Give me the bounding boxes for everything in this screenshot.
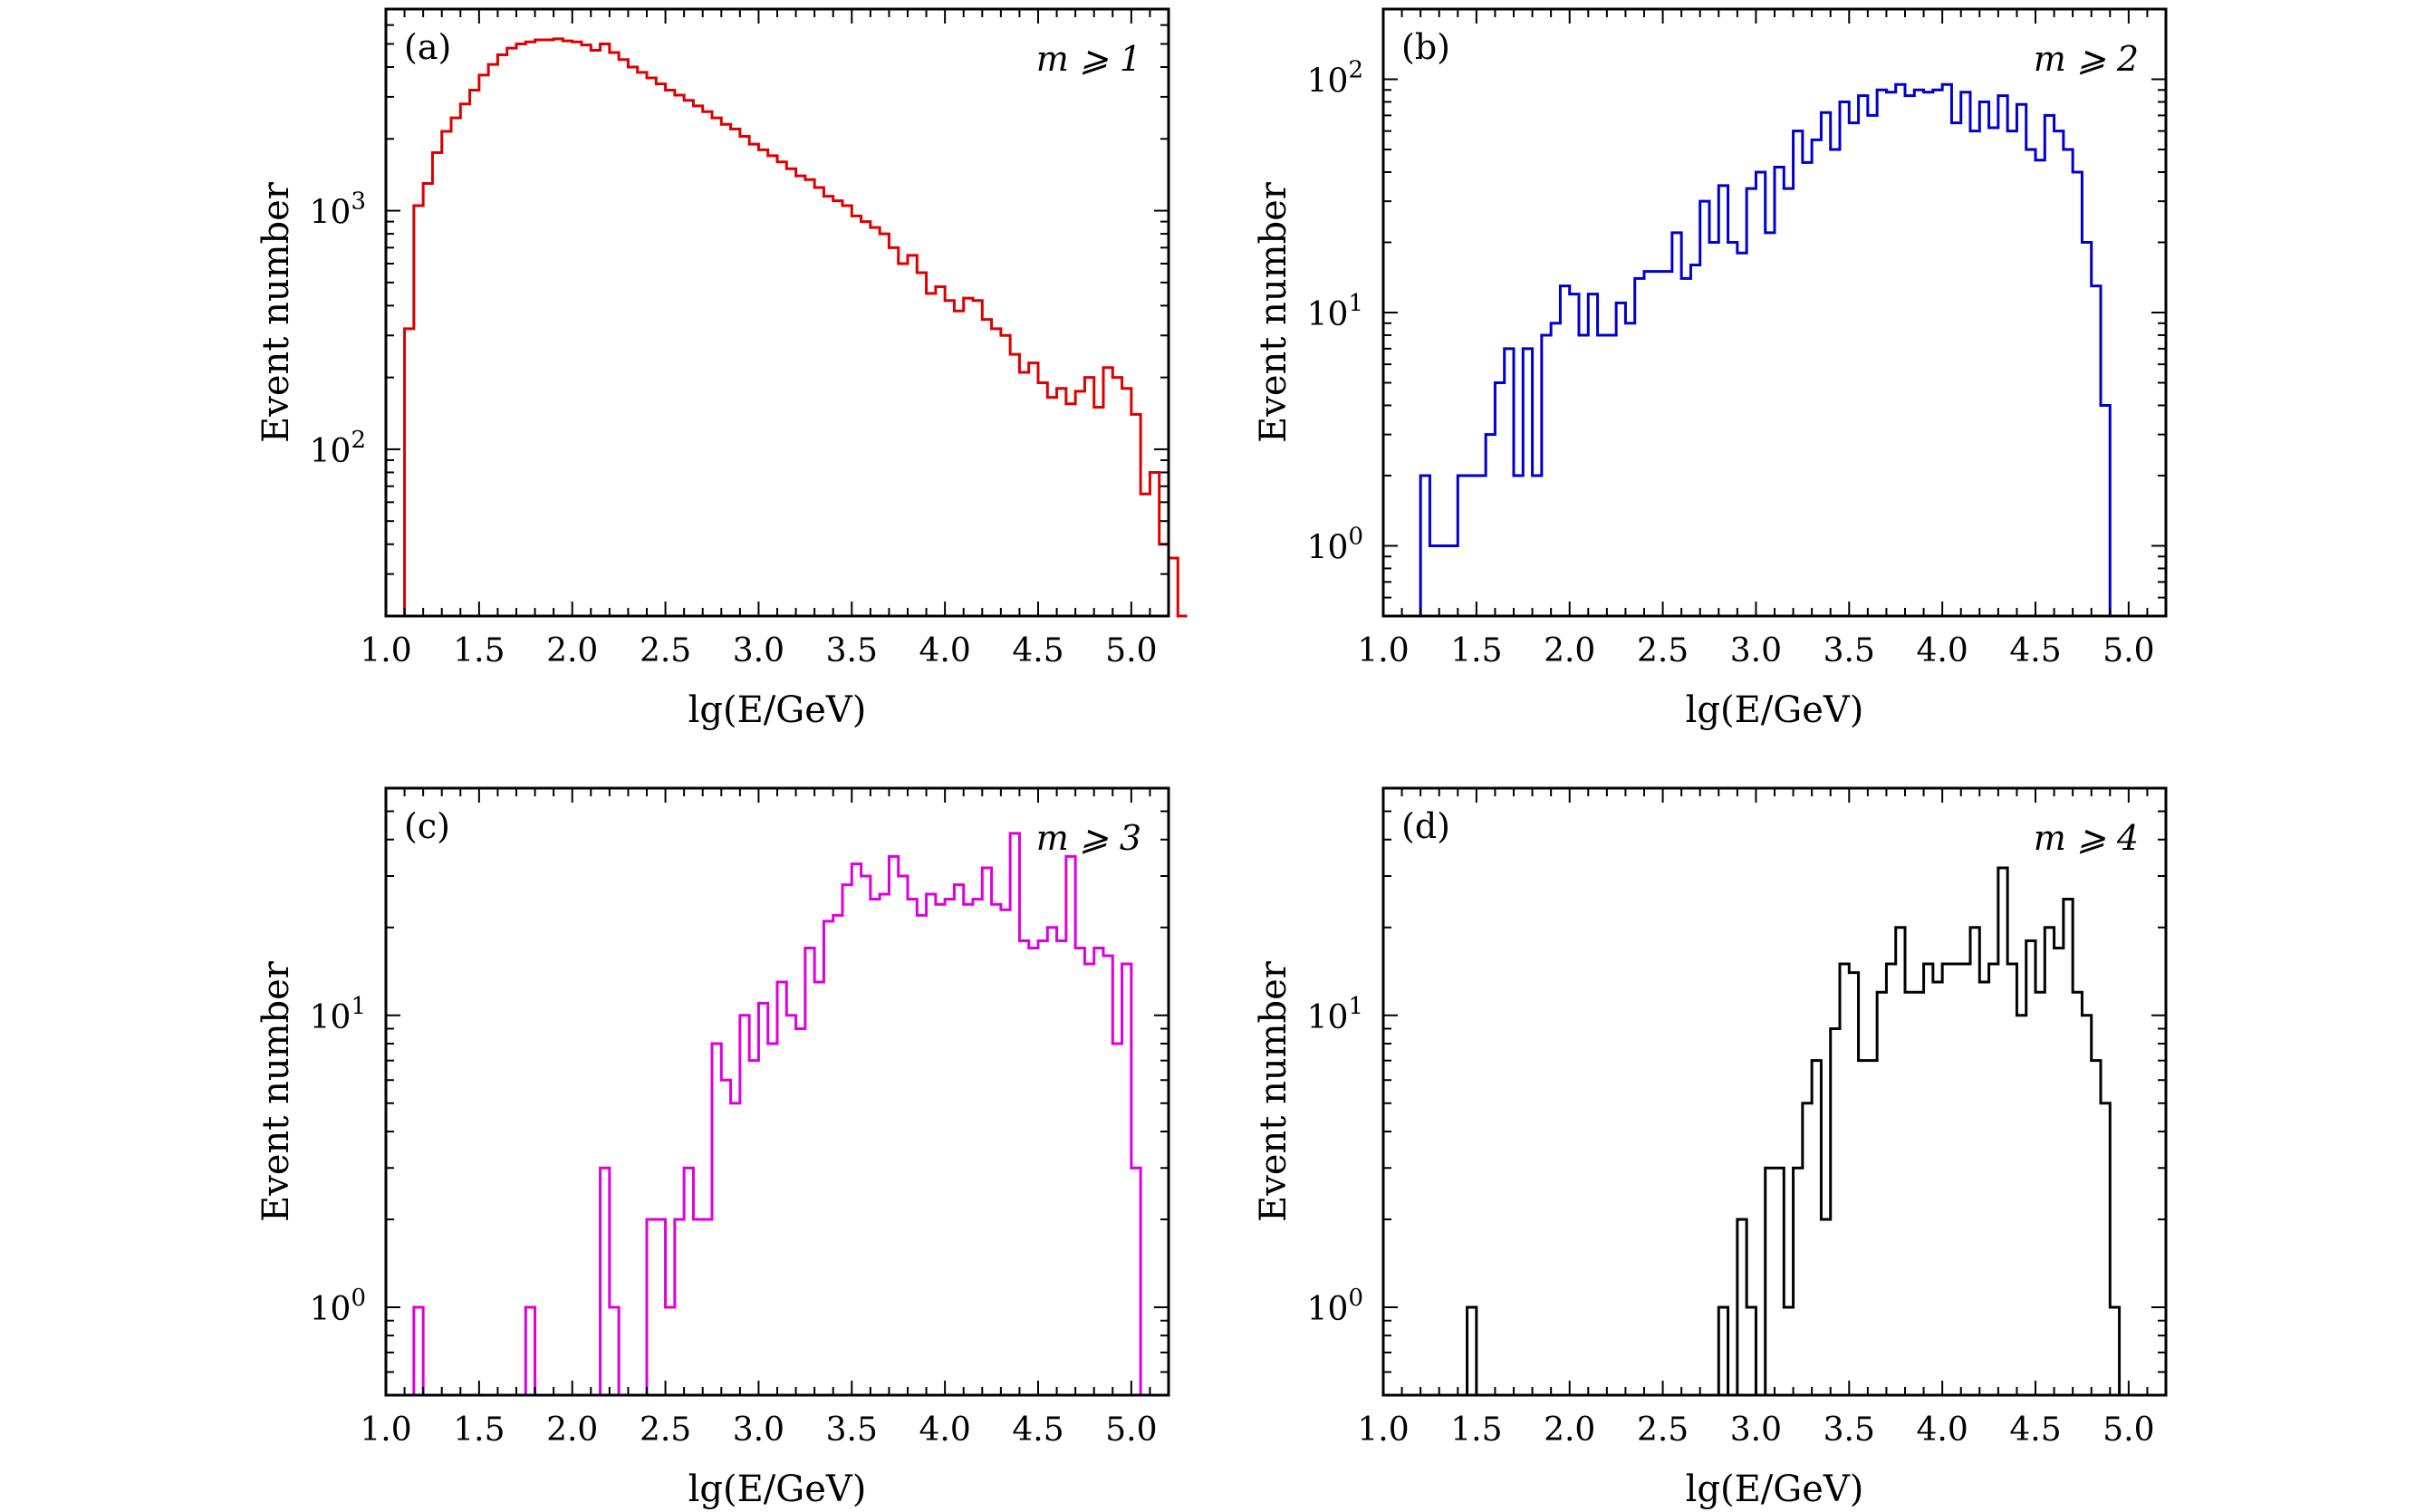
x-tick-label: 2.5: [1637, 1411, 1689, 1449]
x-tick-label: 3.5: [1824, 632, 1875, 669]
x-tick-label: 1.0: [1357, 1411, 1409, 1449]
panel-b: 1.0 1.5 2.0 2.5 3.0 3.5 4.0 4.5 5.0100101102lg(E…: [1253, 7, 2168, 731]
y-tick-exponent: 1: [351, 993, 366, 1020]
x-axis-label: lg(E/GeV): [1686, 1469, 1864, 1510]
x-tick-label: 1.5: [453, 1411, 505, 1449]
x-tick-label: 1.0: [360, 1411, 411, 1449]
y-tick-exponent: 2: [351, 427, 366, 454]
x-tick-label: 2.0: [546, 1411, 598, 1449]
y-tick-base: 10: [310, 999, 351, 1036]
x-tick-label: 4.0: [1917, 632, 1968, 669]
x-tick-label: 5.0: [1105, 632, 1157, 669]
panel-c: 1.0 1.5 2.0 2.5 3.0 3.5 4.0 4.5 5.0100101lg(E/Ge…: [255, 786, 1170, 1510]
histogram-series: [404, 832, 1160, 1397]
y-tick-base: 10: [1307, 63, 1349, 101]
multiplicity-annotation: m ⩾ 1: [1036, 39, 1141, 79]
y-tick-label: 100: [310, 1285, 366, 1328]
y-tick-label: 100: [1307, 523, 1363, 566]
y-tick-exponent: 1: [1348, 290, 1363, 317]
panel-d: 1.0 1.5 2.0 2.5 3.0 3.5 4.0 4.5 5.0100101lg(E/Ge…: [1253, 786, 2168, 1510]
x-tick-label: 1.0: [360, 632, 411, 669]
panel-label: (b): [1401, 27, 1450, 67]
histogram-series: [403, 37, 1188, 618]
x-tick-label: 4.5: [1012, 632, 1063, 669]
y-tick-label: 101: [1307, 290, 1363, 333]
y-tick-label: 100: [1307, 1285, 1363, 1328]
x-tick-label: 3.5: [826, 632, 878, 669]
y-axis-label: Event number: [1253, 181, 1294, 443]
x-tick-label: 1.5: [453, 632, 505, 669]
y-tick-exponent: 2: [1348, 57, 1363, 84]
y-tick-label: 101: [1307, 993, 1363, 1036]
y-tick-exponent: 0: [1348, 1285, 1363, 1312]
x-tick-label: 3.0: [1730, 1411, 1782, 1449]
y-tick-exponent: 1: [1348, 993, 1363, 1020]
x-tick-label: 3.5: [1824, 1411, 1875, 1449]
y-tick-exponent: 0: [1348, 523, 1363, 550]
x-tick-label: 2.5: [640, 1411, 691, 1449]
x-tick-label: 4.0: [919, 632, 971, 669]
x-tick-label: 2.0: [1544, 632, 1595, 669]
x-tick-label: 4.0: [919, 1411, 971, 1449]
x-tick-label: 3.0: [1730, 632, 1782, 669]
panel-label: (a): [404, 27, 451, 67]
y-tick-base: 10: [310, 195, 351, 232]
multiplicity-annotation: m ⩾ 4: [2034, 818, 2139, 858]
y-tick-label: 102: [310, 427, 366, 470]
x-axis-label: lg(E/GeV): [1686, 689, 1864, 731]
y-tick-base: 10: [1307, 529, 1349, 566]
y-tick-exponent: 0: [351, 1285, 366, 1312]
y-tick-label: 103: [310, 188, 366, 232]
panel-label: (d): [1401, 806, 1450, 846]
panel-a: 1.0 1.5 2.0 2.5 3.0 3.5 4.0 4.5 5.0102103lg(E/Ge…: [255, 7, 1188, 731]
x-tick-label: 2.0: [546, 632, 598, 669]
x-tick-label: 4.0: [1917, 1411, 1968, 1449]
y-axis-label: Event number: [255, 960, 297, 1222]
histogram-series: [1466, 866, 2122, 1397]
y-tick-base: 10: [310, 433, 351, 470]
x-tick-label: 4.5: [2009, 632, 2061, 669]
x-tick-label: 2.5: [640, 632, 691, 669]
y-axis-label: Event number: [255, 181, 297, 443]
x-tick-label: 4.5: [2009, 1411, 2061, 1449]
x-tick-label: 5.0: [2103, 632, 2154, 669]
histogram-series: [1419, 82, 2129, 618]
plot-frame: [1381, 786, 2168, 1397]
x-tick-label: 2.0: [1544, 1411, 1595, 1449]
x-tick-label: 1.0: [1357, 632, 1409, 669]
y-tick-base: 10: [310, 1291, 351, 1328]
x-tick-label: 4.5: [1012, 1411, 1063, 1449]
x-axis-label: lg(E/GeV): [688, 1469, 867, 1510]
plot-frame: [1381, 7, 2168, 618]
x-axis-label: lg(E/GeV): [688, 689, 867, 731]
multiplicity-annotation: m ⩾ 2: [2034, 39, 2139, 79]
x-tick-label: 1.5: [1450, 632, 1502, 669]
x-tick-label: 5.0: [1105, 1411, 1157, 1449]
x-tick-label: 2.5: [1637, 632, 1689, 669]
y-axis-label: Event number: [1253, 960, 1294, 1222]
multiplicity-annotation: m ⩾ 3: [1036, 818, 1141, 858]
y-tick-exponent: 3: [351, 188, 366, 216]
y-tick-base: 10: [1307, 1291, 1349, 1328]
x-tick-label: 5.0: [2103, 1411, 2154, 1449]
x-tick-label: 1.5: [1450, 1411, 1502, 1449]
panel-label: (c): [404, 806, 450, 846]
x-tick-label: 3.0: [733, 632, 784, 669]
y-tick-base: 10: [1307, 296, 1349, 333]
plot-frame: [384, 786, 1170, 1397]
x-tick-label: 3.5: [826, 1411, 878, 1449]
y-tick-label: 101: [310, 993, 366, 1036]
x-tick-label: 3.0: [733, 1411, 784, 1449]
y-tick-base: 10: [1307, 999, 1349, 1036]
plot-frame: [384, 7, 1170, 618]
y-tick-label: 102: [1307, 57, 1363, 101]
